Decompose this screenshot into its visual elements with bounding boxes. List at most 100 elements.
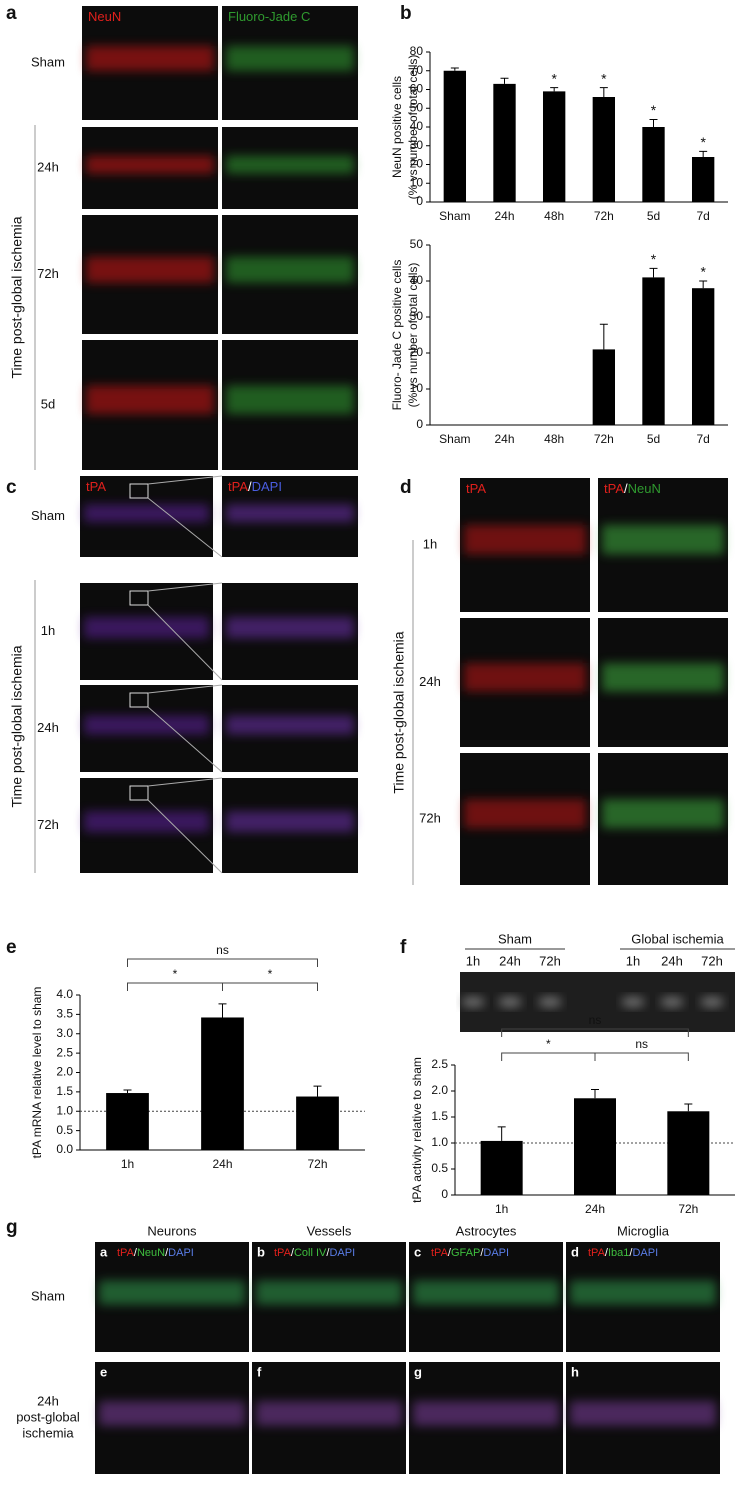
signal [602, 799, 724, 829]
x-tick-label: 72h [594, 209, 614, 223]
bar [691, 157, 715, 202]
label-part: tPA [604, 481, 624, 496]
significance-label: ns [216, 943, 229, 957]
x-tick-label: 48h [544, 209, 564, 223]
significance-marker: * [601, 70, 607, 86]
y-tick-label: 1.0 [56, 1103, 73, 1117]
zoom-box [129, 483, 149, 499]
panel-label: d [400, 477, 412, 498]
label-part: tPA [588, 1247, 606, 1259]
stain-label: tPA/NeuN/DAPI [117, 1247, 194, 1259]
signal [256, 1280, 402, 1305]
error-bar [218, 1003, 227, 1018]
panel-label: g [6, 1217, 18, 1238]
error-bar [550, 87, 559, 92]
signal [99, 1401, 245, 1426]
signal [84, 616, 209, 639]
signal [86, 45, 214, 71]
subpanel-label: a [100, 1244, 108, 1259]
gel-lane: 72h [701, 953, 723, 968]
label-part: Fluoro-Jade C [228, 9, 310, 24]
gel-group: Sham [498, 931, 532, 946]
x-tick-label: 1h [495, 1202, 508, 1216]
significance-bracket [127, 958, 318, 967]
bar [691, 288, 715, 425]
row-label: 24h [37, 720, 59, 735]
zoom-line [147, 604, 223, 681]
significance-marker: * [651, 251, 657, 267]
x-tick-label: 72h [678, 1202, 698, 1216]
subpanel-label: f [257, 1364, 262, 1379]
significance-label: ns [635, 1037, 648, 1051]
label-part: NeuN [628, 481, 661, 496]
label-part: Iba1 [608, 1247, 629, 1259]
y-axis-label: (% vs number of total cells) [406, 55, 420, 200]
error-bar [599, 87, 608, 97]
signal [86, 385, 214, 415]
significance-label: * [268, 967, 273, 981]
error-bar [497, 1126, 506, 1141]
y-tick-label: 2.5 [56, 1045, 73, 1059]
x-tick-label: Sham [439, 209, 470, 223]
label-part: tPA [117, 1247, 135, 1259]
signal [464, 799, 586, 829]
y-tick-label: 1.5 [56, 1084, 73, 1098]
y-tick-label: 1.0 [431, 1135, 448, 1149]
error-bar [684, 1103, 693, 1112]
y-tick-label: 20 [410, 157, 424, 171]
y-tick-label: 0 [416, 417, 423, 431]
label-part: / [291, 1247, 295, 1259]
x-tick-label: 72h [594, 432, 614, 446]
row-label: 72h [419, 810, 441, 825]
y-tick-label: 80 [410, 44, 424, 58]
label-part: NeuN [88, 9, 121, 24]
y-tick-label: 0 [416, 194, 423, 208]
label-part: tPA [228, 479, 248, 494]
label-part: / [448, 1247, 452, 1259]
x-tick-label: 7d [696, 209, 709, 223]
stain-label: tPA/Coll IV/DAPI [274, 1247, 355, 1259]
row-label: 5d [41, 396, 55, 411]
column-header: Neurons [147, 1223, 197, 1238]
signal [226, 385, 354, 415]
zoom-box [129, 785, 149, 801]
gel-lane: 72h [539, 953, 561, 968]
panel-label: e [6, 937, 17, 958]
signal [84, 504, 209, 523]
column-header: Microglia [617, 1223, 670, 1238]
signal [99, 1280, 245, 1305]
gel-band [660, 997, 684, 1007]
subpanel-label: c [414, 1244, 421, 1259]
row-label: 72h [37, 817, 59, 832]
label-part: Coll IV [294, 1247, 327, 1259]
stain-label: tPA/Iba1/DAPI [588, 1247, 658, 1259]
x-tick-label: 5d [647, 432, 660, 446]
bar [667, 1111, 710, 1195]
bar [106, 1093, 149, 1150]
label-part: / [326, 1247, 330, 1259]
gel-band [498, 997, 522, 1007]
y-tick-label: 0.0 [56, 1142, 73, 1156]
row-label: Sham [31, 508, 65, 523]
signal [570, 1401, 716, 1426]
signal [226, 155, 354, 174]
column-header: Fluoro-Jade C [228, 9, 310, 24]
significance-bracket [501, 1028, 689, 1037]
y-tick-label: 3.5 [56, 1007, 73, 1021]
label-part: DAPI [168, 1247, 194, 1259]
label-part: / [165, 1247, 169, 1259]
error-bar [649, 267, 658, 278]
significance-marker: * [551, 70, 557, 86]
gel-band [461, 997, 485, 1007]
gel-group: Global ischemia [631, 931, 724, 946]
bar [296, 1096, 339, 1150]
x-tick-label: Sham [439, 432, 470, 446]
row-label: ischemia [22, 1425, 74, 1440]
x-tick-label: 48h [544, 432, 564, 446]
zoom-box [129, 692, 149, 708]
significance-marker: * [651, 102, 657, 118]
row-label: 24h [37, 159, 59, 174]
zoom-line [147, 684, 223, 694]
significance-label: * [173, 967, 178, 981]
